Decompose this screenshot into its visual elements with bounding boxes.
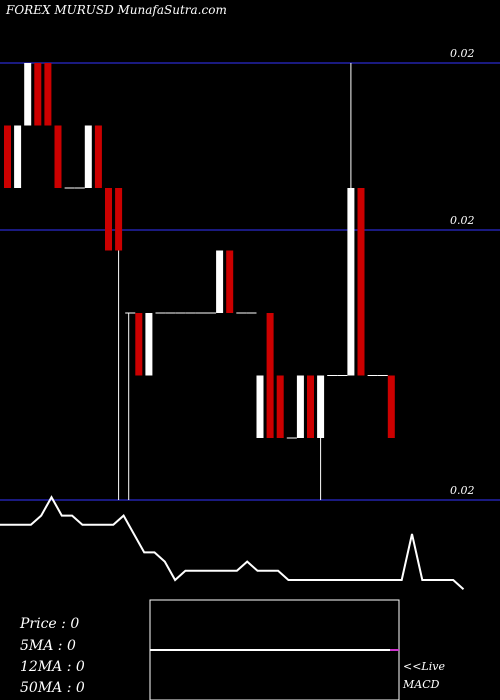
candle-up <box>145 313 153 376</box>
price-tick-label: 0.02 <box>450 214 475 227</box>
live-label: <<Live <box>403 660 445 673</box>
macd-line <box>0 495 465 590</box>
candle-down <box>4 125 11 188</box>
price-tick-label: 0.02 <box>450 484 475 497</box>
candle-up <box>24 63 32 126</box>
price-tick-label: 0.02 <box>450 47 475 60</box>
ma50-readout: 50MA : 0 <box>20 680 85 696</box>
candle-down <box>135 313 143 376</box>
price-grid <box>0 62 500 501</box>
ma12-readout: 12MA : 0 <box>20 659 85 675</box>
macd-label: MACD <box>402 678 440 691</box>
candle-up <box>296 375 304 438</box>
candle-down <box>307 375 314 438</box>
candle-up <box>14 125 22 188</box>
candle-up <box>347 188 355 376</box>
price-readout: Price : 0 <box>19 616 79 632</box>
candle-down <box>357 188 365 376</box>
candle-down <box>115 188 123 251</box>
candle-down <box>94 125 102 188</box>
candle-down <box>387 375 395 438</box>
macd-panel <box>0 495 465 700</box>
candle-up <box>256 375 264 438</box>
candle-up <box>317 375 325 438</box>
candle-down <box>34 63 42 126</box>
candle-down <box>44 63 52 126</box>
candle-down <box>226 250 234 313</box>
candlestick-series <box>4 63 395 500</box>
candle-down <box>276 375 284 438</box>
candle-up <box>216 250 224 313</box>
candle-down <box>54 125 62 188</box>
candle-down <box>105 188 112 251</box>
chart-title: FOREX MURUSD MunafaSutra.com <box>5 3 227 17</box>
ma5-readout: 5MA : 0 <box>20 638 76 654</box>
candle-down <box>266 313 274 438</box>
candle-up <box>84 125 92 188</box>
